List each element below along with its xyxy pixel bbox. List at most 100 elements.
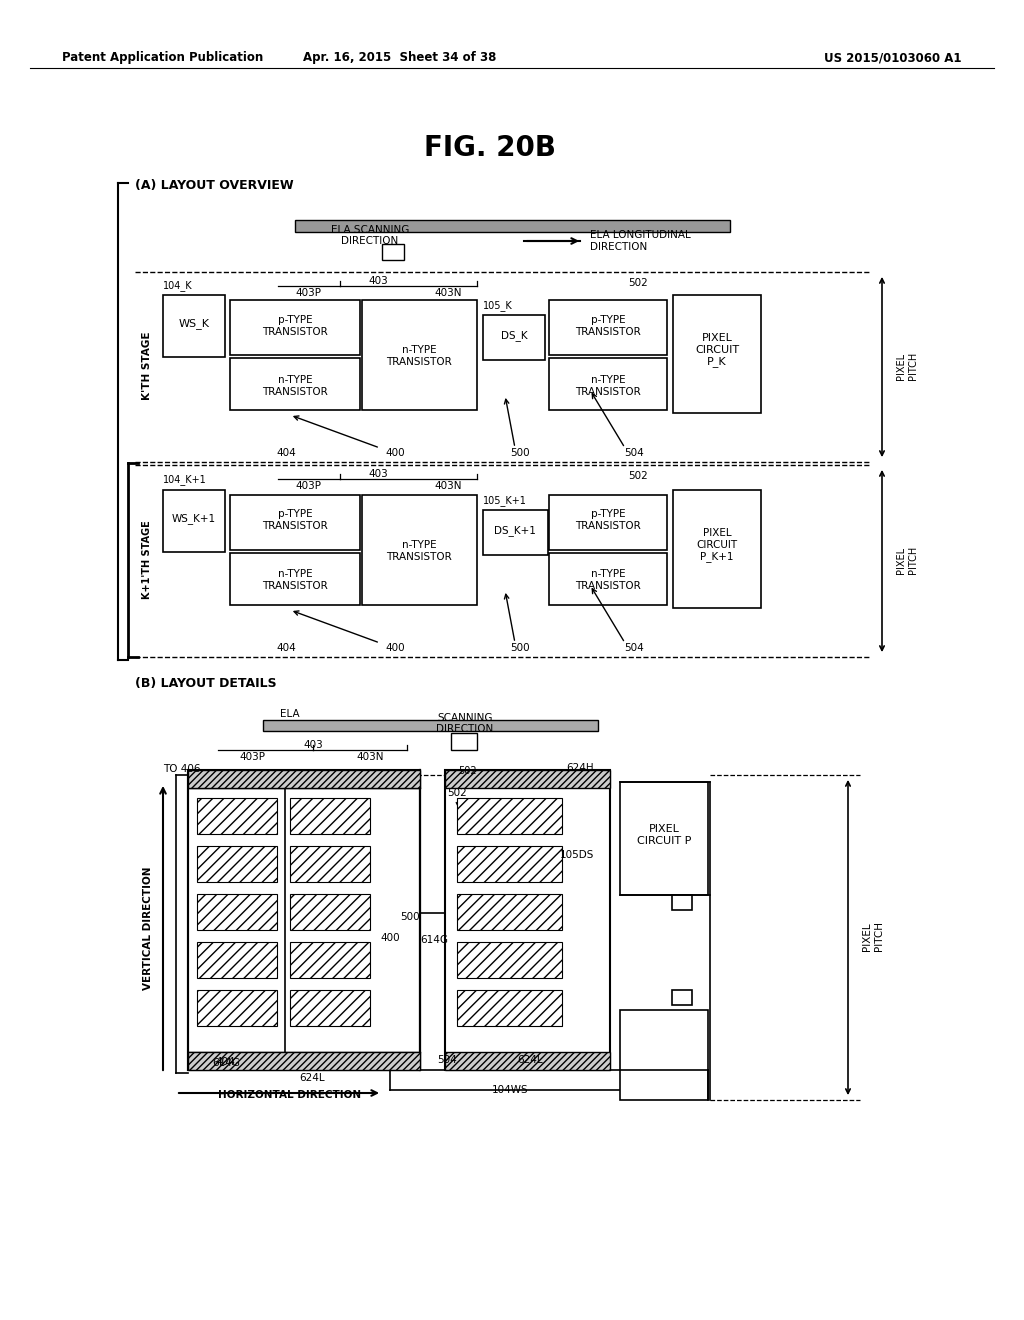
Text: PIXEL
CIRCUIT
P_K: PIXEL CIRCUIT P_K xyxy=(695,333,739,367)
Text: p-TYPE: p-TYPE xyxy=(591,315,626,325)
Bar xyxy=(457,799,562,834)
Text: 403N: 403N xyxy=(356,752,384,762)
Text: PIXEL
PITCH: PIXEL PITCH xyxy=(896,546,918,574)
Text: n-TYPE: n-TYPE xyxy=(278,569,312,579)
Text: 403: 403 xyxy=(368,469,388,479)
Bar xyxy=(188,1052,420,1071)
Bar xyxy=(549,300,667,355)
Text: DIRECTION: DIRECTION xyxy=(436,723,494,734)
Text: WS_K+1: WS_K+1 xyxy=(172,513,216,524)
Text: 403P: 403P xyxy=(239,752,265,762)
Text: 403P: 403P xyxy=(295,288,321,298)
Text: HORIZONTAL DIRECTION: HORIZONTAL DIRECTION xyxy=(218,1090,361,1100)
Text: TRANSISTOR: TRANSISTOR xyxy=(262,521,328,531)
Text: 624L: 624L xyxy=(299,1073,325,1082)
Text: 502: 502 xyxy=(628,471,648,480)
Text: 104WS: 104WS xyxy=(492,1085,528,1096)
Text: 403: 403 xyxy=(368,276,388,286)
Text: Apr. 16, 2015  Sheet 34 of 38: Apr. 16, 2015 Sheet 34 of 38 xyxy=(303,51,497,65)
Text: n-TYPE: n-TYPE xyxy=(401,540,436,550)
Bar xyxy=(457,894,562,931)
Bar xyxy=(549,358,667,411)
Bar xyxy=(457,846,562,882)
Text: 105_K: 105_K xyxy=(483,301,513,312)
Bar xyxy=(672,895,692,909)
Bar xyxy=(673,490,761,609)
Bar xyxy=(230,300,360,355)
Text: TO 406: TO 406 xyxy=(163,764,201,774)
Bar xyxy=(549,553,667,605)
Text: 504: 504 xyxy=(624,643,644,653)
Bar xyxy=(672,990,692,1005)
Text: K'TH STAGE: K'TH STAGE xyxy=(142,331,152,400)
Bar xyxy=(163,490,225,552)
Text: 105DS: 105DS xyxy=(560,850,594,861)
Text: VERTICAL DIRECTION: VERTICAL DIRECTION xyxy=(143,866,153,990)
Text: 403: 403 xyxy=(303,741,323,750)
Text: 403N: 403N xyxy=(434,480,462,491)
Text: p-TYPE: p-TYPE xyxy=(591,510,626,519)
Text: p-TYPE: p-TYPE xyxy=(278,510,312,519)
Text: n-TYPE: n-TYPE xyxy=(591,375,626,385)
Text: DS_K+1: DS_K+1 xyxy=(494,525,536,536)
Text: 403N: 403N xyxy=(434,288,462,298)
Bar xyxy=(290,942,370,978)
Text: Patent Application Publication: Patent Application Publication xyxy=(62,51,263,65)
Text: 502: 502 xyxy=(458,766,476,776)
Text: TRANSISTOR: TRANSISTOR xyxy=(575,387,641,397)
Text: 624L: 624L xyxy=(517,1055,543,1065)
Bar xyxy=(457,990,562,1026)
Bar xyxy=(290,846,370,882)
Bar xyxy=(362,300,477,411)
Text: WS_K: WS_K xyxy=(178,318,210,330)
Bar xyxy=(197,799,278,834)
Text: 504: 504 xyxy=(624,447,644,458)
Bar xyxy=(188,770,420,788)
Text: DIRECTION: DIRECTION xyxy=(341,236,398,246)
Bar xyxy=(290,799,370,834)
Text: 400: 400 xyxy=(385,447,404,458)
Text: DS_K: DS_K xyxy=(501,330,527,342)
Bar xyxy=(549,495,667,550)
Bar xyxy=(382,244,404,260)
Bar xyxy=(163,294,225,356)
Text: TRANSISTOR: TRANSISTOR xyxy=(386,356,452,367)
Bar xyxy=(263,719,598,731)
Bar xyxy=(445,770,610,788)
Text: TRANSISTOR: TRANSISTOR xyxy=(575,521,641,531)
Text: 504: 504 xyxy=(437,1055,457,1065)
Text: K+1'TH STAGE: K+1'TH STAGE xyxy=(142,520,152,599)
Text: 624H: 624H xyxy=(566,763,594,774)
Text: (B) LAYOUT DETAILS: (B) LAYOUT DETAILS xyxy=(135,676,276,689)
Text: 400: 400 xyxy=(380,933,400,942)
Bar xyxy=(230,358,360,411)
Text: TRANSISTOR: TRANSISTOR xyxy=(262,581,328,591)
Bar xyxy=(295,220,730,232)
Text: PIXEL
CIRCUIT P: PIXEL CIRCUIT P xyxy=(637,824,691,846)
Text: PIXEL
PITCH: PIXEL PITCH xyxy=(896,352,918,380)
Text: PIXEL
CIRCUIT
P_K+1: PIXEL CIRCUIT P_K+1 xyxy=(696,528,737,562)
Bar xyxy=(197,894,278,931)
Text: 502: 502 xyxy=(628,279,648,288)
Text: PIXEL
PITCH: PIXEL PITCH xyxy=(862,921,884,950)
Bar xyxy=(290,990,370,1026)
Bar xyxy=(188,770,420,1071)
Bar xyxy=(483,315,545,360)
Text: ELA SCANNING: ELA SCANNING xyxy=(331,224,410,235)
Text: TRANSISTOR: TRANSISTOR xyxy=(386,552,452,562)
Text: n-TYPE: n-TYPE xyxy=(278,375,312,385)
Bar xyxy=(673,294,761,413)
Text: TRANSISTOR: TRANSISTOR xyxy=(575,581,641,591)
Text: US 2015/0103060 A1: US 2015/0103060 A1 xyxy=(824,51,962,65)
Bar xyxy=(197,990,278,1026)
Text: 500: 500 xyxy=(400,912,420,921)
Text: 104_K: 104_K xyxy=(163,281,193,292)
Text: 105_K+1: 105_K+1 xyxy=(483,495,527,507)
Text: SCANNING: SCANNING xyxy=(437,713,493,723)
Text: 502: 502 xyxy=(447,788,467,799)
Text: 404: 404 xyxy=(276,643,296,653)
Bar xyxy=(620,1010,708,1100)
Text: n-TYPE: n-TYPE xyxy=(401,345,436,355)
Bar xyxy=(197,846,278,882)
Text: ELA LONGITUDINAL: ELA LONGITUDINAL xyxy=(590,230,691,240)
